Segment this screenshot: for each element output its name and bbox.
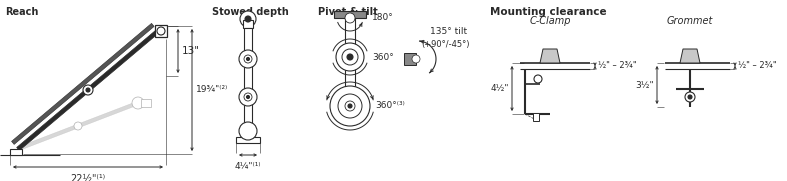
Text: (+90°/-45°): (+90°/-45°) xyxy=(421,41,470,49)
Circle shape xyxy=(246,96,249,98)
Circle shape xyxy=(534,75,542,83)
Text: 180°: 180° xyxy=(372,14,394,22)
Polygon shape xyxy=(680,49,700,63)
Text: C-Clamp: C-Clamp xyxy=(529,16,571,26)
Circle shape xyxy=(244,93,252,101)
Circle shape xyxy=(244,55,252,63)
Polygon shape xyxy=(12,23,154,144)
Circle shape xyxy=(412,55,420,63)
Text: 13": 13" xyxy=(182,46,200,56)
Text: 3½": 3½" xyxy=(635,81,654,89)
Circle shape xyxy=(348,104,352,108)
FancyBboxPatch shape xyxy=(345,18,355,46)
Circle shape xyxy=(239,122,257,140)
Circle shape xyxy=(347,54,353,60)
FancyBboxPatch shape xyxy=(404,53,416,65)
Circle shape xyxy=(157,27,165,35)
FancyBboxPatch shape xyxy=(236,137,260,143)
Polygon shape xyxy=(17,102,139,151)
Circle shape xyxy=(246,58,249,60)
Circle shape xyxy=(685,92,695,102)
Text: Stowed depth: Stowed depth xyxy=(212,7,289,17)
Text: 22½"⁽¹⁾: 22½"⁽¹⁾ xyxy=(71,174,105,181)
FancyBboxPatch shape xyxy=(345,59,355,91)
Circle shape xyxy=(330,86,370,126)
FancyBboxPatch shape xyxy=(244,28,252,53)
Circle shape xyxy=(74,122,82,130)
Circle shape xyxy=(239,50,257,68)
Polygon shape xyxy=(540,49,560,63)
Text: Reach: Reach xyxy=(5,7,39,17)
Text: 135° tilt: 135° tilt xyxy=(430,26,467,35)
Circle shape xyxy=(240,11,256,27)
Text: 19¾"⁽²⁾: 19¾"⁽²⁾ xyxy=(196,85,228,94)
Text: 4½": 4½" xyxy=(490,84,509,93)
Text: 360°: 360° xyxy=(372,52,394,62)
Circle shape xyxy=(345,13,355,23)
Circle shape xyxy=(239,88,257,106)
Circle shape xyxy=(688,95,692,99)
FancyBboxPatch shape xyxy=(155,25,167,37)
Circle shape xyxy=(83,85,93,95)
FancyBboxPatch shape xyxy=(243,20,253,28)
Circle shape xyxy=(342,49,358,65)
Polygon shape xyxy=(17,30,159,151)
Circle shape xyxy=(245,16,251,22)
FancyBboxPatch shape xyxy=(244,99,252,126)
FancyBboxPatch shape xyxy=(10,149,22,155)
Circle shape xyxy=(345,101,355,111)
Text: Pivot & tilt: Pivot & tilt xyxy=(318,7,378,17)
Text: 4¼"⁽¹⁾: 4¼"⁽¹⁾ xyxy=(235,162,261,171)
Text: 360°⁽³⁾: 360°⁽³⁾ xyxy=(375,102,405,110)
Text: ½" – 2¾": ½" – 2¾" xyxy=(598,62,637,71)
FancyBboxPatch shape xyxy=(533,113,539,121)
FancyBboxPatch shape xyxy=(244,61,252,91)
Circle shape xyxy=(338,94,362,118)
Circle shape xyxy=(86,88,90,92)
FancyBboxPatch shape xyxy=(141,99,151,107)
Text: ½" – 2¾": ½" – 2¾" xyxy=(738,62,777,71)
Text: Grommet: Grommet xyxy=(667,16,713,26)
Circle shape xyxy=(132,97,144,109)
FancyBboxPatch shape xyxy=(334,11,366,18)
Text: Mounting clearance: Mounting clearance xyxy=(490,7,607,17)
Circle shape xyxy=(336,43,364,71)
